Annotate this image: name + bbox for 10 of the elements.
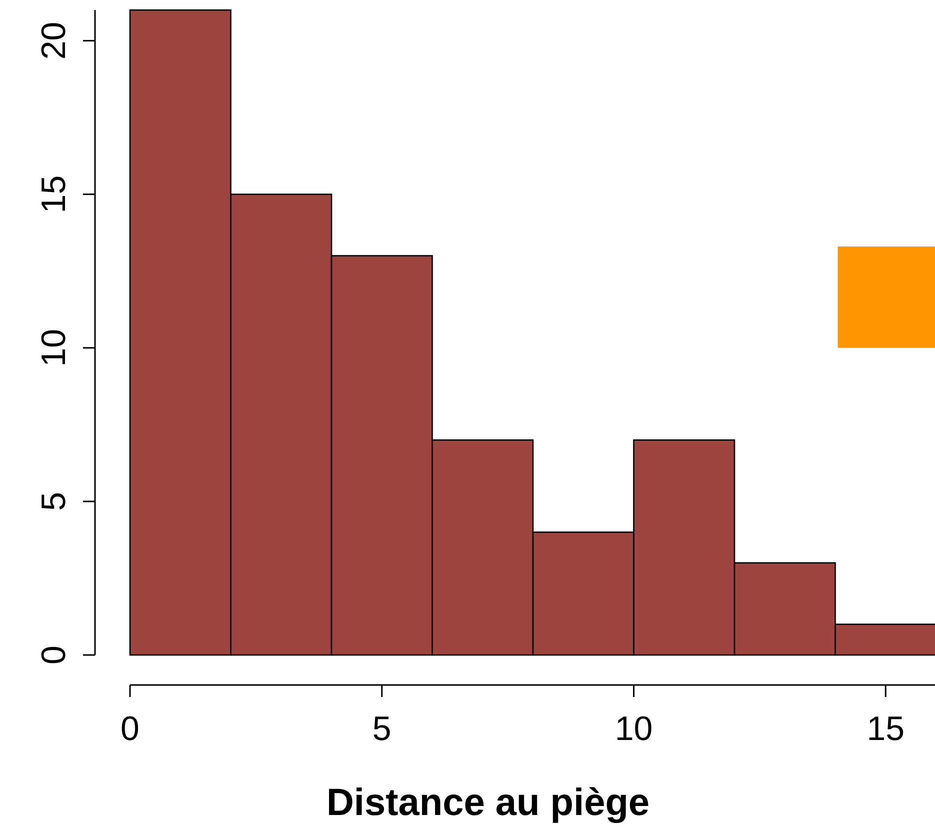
y-tick-label: 0	[35, 646, 73, 664]
y-tick-label: 15	[35, 175, 73, 214]
x-tick-label: 10	[614, 710, 653, 748]
x-tick-label: 0	[120, 710, 140, 748]
y-tick-label: 10	[35, 328, 73, 367]
y-tick-label: 5	[35, 492, 73, 511]
x-tick-label: 15	[866, 710, 905, 748]
x-tick-label: 5	[372, 710, 392, 748]
y-tick-label: 20	[35, 22, 73, 60]
x-axis-title: Distance au piège	[326, 782, 650, 824]
